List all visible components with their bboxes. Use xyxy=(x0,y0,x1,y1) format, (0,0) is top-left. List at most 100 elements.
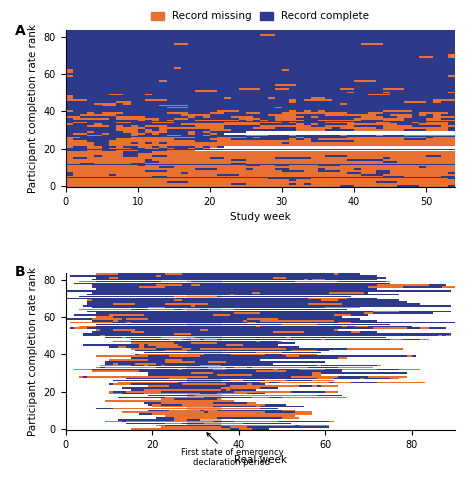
Bar xyxy=(325,122,354,124)
Bar xyxy=(278,421,330,422)
Bar xyxy=(182,338,191,340)
Bar xyxy=(66,159,145,160)
Bar xyxy=(203,131,210,132)
Bar xyxy=(208,303,308,304)
Bar xyxy=(130,358,338,359)
Bar xyxy=(419,56,433,58)
Bar xyxy=(265,404,286,406)
Bar xyxy=(317,394,342,396)
Bar xyxy=(200,356,286,357)
Bar xyxy=(234,421,278,422)
Bar xyxy=(282,70,289,71)
Bar xyxy=(148,372,191,374)
Bar xyxy=(100,335,105,336)
Bar xyxy=(404,134,455,136)
Bar xyxy=(210,133,217,134)
Bar xyxy=(312,386,317,387)
Bar xyxy=(91,279,303,280)
Bar xyxy=(260,408,278,410)
Bar xyxy=(383,88,404,90)
Bar xyxy=(109,144,455,146)
Bar xyxy=(196,126,224,127)
Bar xyxy=(130,384,182,385)
Bar xyxy=(226,344,243,346)
Bar xyxy=(66,178,267,180)
Bar xyxy=(191,280,295,282)
Bar xyxy=(66,176,152,178)
Bar xyxy=(347,326,356,327)
Bar xyxy=(252,396,269,398)
Bar xyxy=(334,378,360,380)
Bar xyxy=(105,400,234,402)
Bar xyxy=(87,112,94,114)
Bar xyxy=(278,340,282,342)
Bar xyxy=(338,376,369,378)
Bar xyxy=(340,88,354,90)
Bar xyxy=(397,182,455,183)
Bar xyxy=(325,368,342,370)
Bar xyxy=(217,342,295,344)
Bar xyxy=(113,391,126,392)
Bar xyxy=(130,338,169,340)
Bar xyxy=(196,150,455,152)
Bar xyxy=(347,136,426,138)
Bar xyxy=(169,356,200,357)
Bar xyxy=(440,126,455,127)
Bar xyxy=(354,185,397,187)
Bar xyxy=(338,274,360,275)
Bar xyxy=(260,387,278,389)
Bar xyxy=(196,146,203,148)
Bar xyxy=(234,391,291,392)
Bar xyxy=(182,348,191,350)
Bar xyxy=(161,398,174,400)
Bar xyxy=(426,138,455,140)
Bar xyxy=(260,120,267,122)
Bar xyxy=(354,140,455,142)
Bar xyxy=(135,363,157,364)
Bar xyxy=(174,419,187,420)
Bar xyxy=(105,337,122,338)
Bar xyxy=(210,146,217,148)
Bar xyxy=(191,372,213,374)
Bar xyxy=(383,92,390,94)
Bar xyxy=(256,340,260,342)
Bar xyxy=(169,378,187,380)
Bar xyxy=(196,337,286,338)
Bar xyxy=(278,318,360,320)
Bar xyxy=(360,378,364,380)
Bar xyxy=(161,426,221,428)
Bar xyxy=(246,120,253,122)
Bar xyxy=(182,422,204,424)
X-axis label: Study week: Study week xyxy=(230,212,291,222)
Bar xyxy=(260,340,278,342)
Bar xyxy=(204,354,230,355)
Bar xyxy=(253,136,260,138)
Bar xyxy=(91,368,178,370)
Bar xyxy=(187,350,291,352)
Bar xyxy=(91,307,148,308)
Bar xyxy=(265,412,295,413)
Bar xyxy=(109,384,113,385)
Bar xyxy=(102,112,123,114)
Bar xyxy=(66,138,73,140)
Bar xyxy=(116,129,138,131)
Bar xyxy=(157,284,182,286)
Bar xyxy=(130,331,144,333)
Bar xyxy=(182,346,299,348)
Bar xyxy=(256,406,260,407)
Bar xyxy=(200,284,377,286)
Bar xyxy=(433,136,455,138)
Bar xyxy=(369,112,383,114)
Bar xyxy=(217,417,282,418)
Bar xyxy=(373,328,408,329)
Bar xyxy=(295,412,312,413)
Bar xyxy=(123,131,138,132)
Bar xyxy=(351,331,360,333)
Bar xyxy=(174,68,181,69)
Bar xyxy=(87,134,102,136)
Bar xyxy=(383,120,404,122)
Bar xyxy=(144,393,200,394)
Bar xyxy=(334,330,338,331)
Bar xyxy=(221,424,295,426)
Bar xyxy=(145,164,246,166)
